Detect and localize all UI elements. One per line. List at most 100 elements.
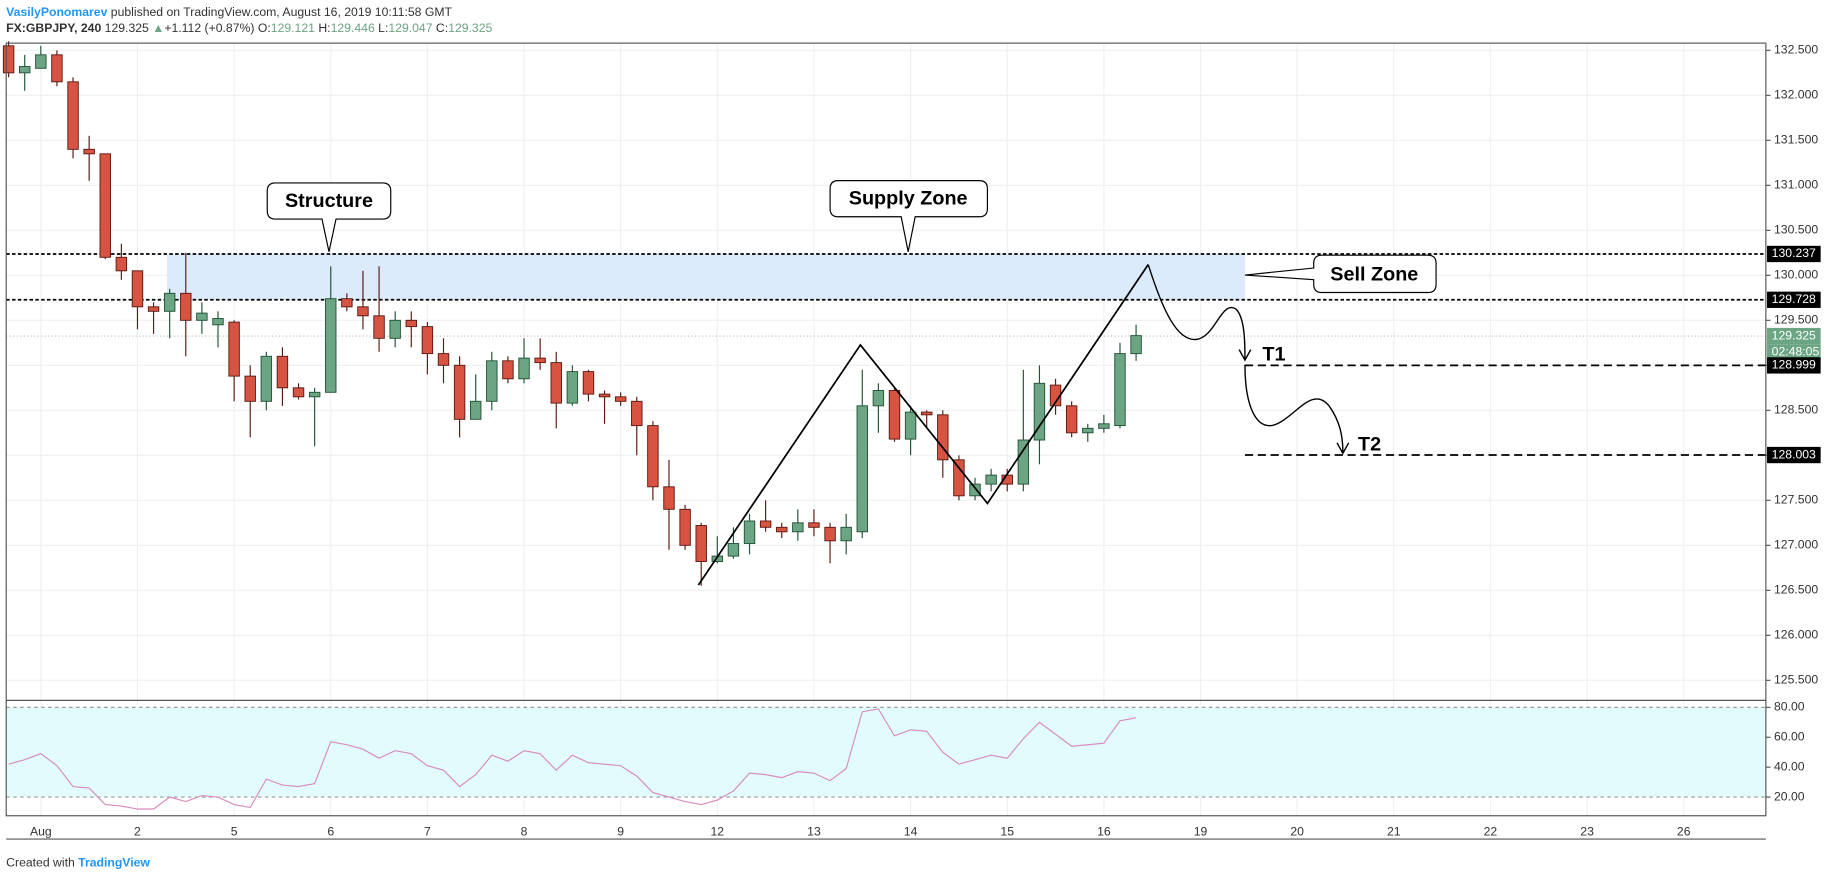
candle-body xyxy=(486,360,498,402)
ohlc-value: 129.121 xyxy=(271,21,315,35)
x-tick-label: 23 xyxy=(1580,824,1594,838)
candle-body xyxy=(904,411,917,440)
candle-body xyxy=(695,525,707,562)
x-tick-label: 12 xyxy=(711,824,725,838)
candle-body xyxy=(292,387,305,398)
indicator-line xyxy=(8,708,1137,810)
y-tick-label: 132.000 xyxy=(1774,88,1818,102)
candle-body xyxy=(776,526,788,533)
header-line-1: VasilyPonomarev published on TradingView… xyxy=(6,5,452,19)
x-tick-label: 6 xyxy=(327,824,334,838)
change: +1.112 (+0.87%) xyxy=(164,21,254,35)
annotation: Sell Zone xyxy=(1330,263,1418,285)
candle-body xyxy=(888,390,901,440)
ohlc-key: L: xyxy=(378,21,388,35)
x-tick-label: 15 xyxy=(1000,824,1014,838)
candle-body xyxy=(163,292,176,312)
candle-body xyxy=(856,405,868,533)
ohlc-key: O: xyxy=(258,21,271,35)
published: published on TradingView.com, August 16,… xyxy=(111,5,453,19)
y-tick-label: 60.00 xyxy=(1774,729,1805,743)
candle-body xyxy=(550,362,562,404)
candle-body xyxy=(212,318,224,326)
level-label-box xyxy=(1767,327,1821,345)
ohlc: O:129.121 H:129.446 L:129.047 C:129.325 xyxy=(258,21,493,35)
x-tick-label: 5 xyxy=(231,824,238,838)
candle-body xyxy=(534,357,546,364)
y-tick-label: 126.000 xyxy=(1774,628,1818,642)
candle-body xyxy=(824,526,836,542)
candle-body xyxy=(373,315,385,339)
candle-body xyxy=(147,306,160,312)
y-tick-label: 127.500 xyxy=(1774,493,1818,507)
candle-body xyxy=(937,414,949,461)
projection-2 xyxy=(1244,364,1350,455)
ohlc-key: C: xyxy=(436,21,448,35)
y-tick-label: 130.500 xyxy=(1774,223,1818,237)
candle-body xyxy=(437,353,450,366)
annotation: Supply Zone xyxy=(849,188,968,210)
y-tick-label: 20.00 xyxy=(1774,789,1805,803)
x-tick-label: 20 xyxy=(1290,824,1304,838)
x-tick-label: 22 xyxy=(1484,824,1498,838)
footer: Created with TradingView xyxy=(6,856,150,870)
level-label-box xyxy=(1767,291,1821,308)
symbol: FX:GBPJPY, 240 xyxy=(6,21,101,35)
sell-callout: Sell Zone xyxy=(1244,254,1437,294)
candle-body xyxy=(502,360,514,380)
header-line-2: FX:GBPJPY, 240 129.325 ▲+1.112 (+0.87%) … xyxy=(6,21,492,35)
candle-body xyxy=(808,522,820,528)
countdown-box xyxy=(1767,344,1821,361)
y-tick-label: 127.000 xyxy=(1774,538,1818,552)
supply-zone xyxy=(167,253,1245,300)
candle-body xyxy=(566,371,579,404)
level-label: 128.003 xyxy=(1772,447,1816,461)
candle-body xyxy=(759,520,772,528)
ohlc-value: 129.047 xyxy=(388,21,432,35)
candle-body xyxy=(470,400,482,420)
footer-brand[interactable]: TradingView xyxy=(78,856,150,870)
x-tick-label: 2 xyxy=(134,824,141,838)
frame xyxy=(5,42,1767,817)
candle-body xyxy=(19,66,31,74)
zigzag xyxy=(697,264,1149,586)
candle-body xyxy=(2,45,15,74)
x-tick-label: 26 xyxy=(1677,824,1691,838)
level-label: 129.325 xyxy=(1772,328,1816,342)
price: 129.325 xyxy=(105,21,149,35)
y-tick-label: 129.500 xyxy=(1774,313,1818,327)
candle-body xyxy=(631,400,643,427)
y-tick-label: 40.00 xyxy=(1774,759,1805,773)
candle-body xyxy=(840,526,852,542)
annotation: T1 xyxy=(1262,344,1285,366)
candle-body xyxy=(131,270,144,308)
x-tick-label: 9 xyxy=(617,824,624,838)
candle-body xyxy=(743,520,756,544)
arrow: ▲ xyxy=(152,21,164,35)
ohlc-value: 129.325 xyxy=(448,21,492,35)
candle-body xyxy=(518,357,530,380)
candle-body xyxy=(180,292,192,321)
candle-body xyxy=(228,321,240,377)
candle-body xyxy=(67,81,79,150)
candle-body xyxy=(244,375,256,402)
level-label-box xyxy=(1767,245,1821,263)
candle-body xyxy=(598,393,611,398)
y-tick-label: 130.000 xyxy=(1774,268,1818,282)
candle-body xyxy=(341,298,353,308)
candle-body xyxy=(325,298,337,393)
candle-body xyxy=(792,522,804,533)
candle-body xyxy=(727,543,740,557)
candle-body xyxy=(1114,353,1126,427)
candle-body xyxy=(969,483,981,497)
level-label: 128.999 xyxy=(1772,358,1816,372)
author[interactable]: VasilyPonomarev xyxy=(6,5,107,19)
candle-body xyxy=(1082,427,1094,434)
callout-box xyxy=(1244,254,1437,294)
candle-body xyxy=(985,474,997,485)
candle-body xyxy=(196,312,208,321)
axes: Aug 2 5 6 7 8 9 12 13 14 15 16 19 20 21 22 23 26 125.500 12… xyxy=(30,43,1821,838)
level-label: 130.237 xyxy=(1772,246,1816,260)
candle-body xyxy=(276,355,289,389)
candle-body xyxy=(953,459,965,497)
